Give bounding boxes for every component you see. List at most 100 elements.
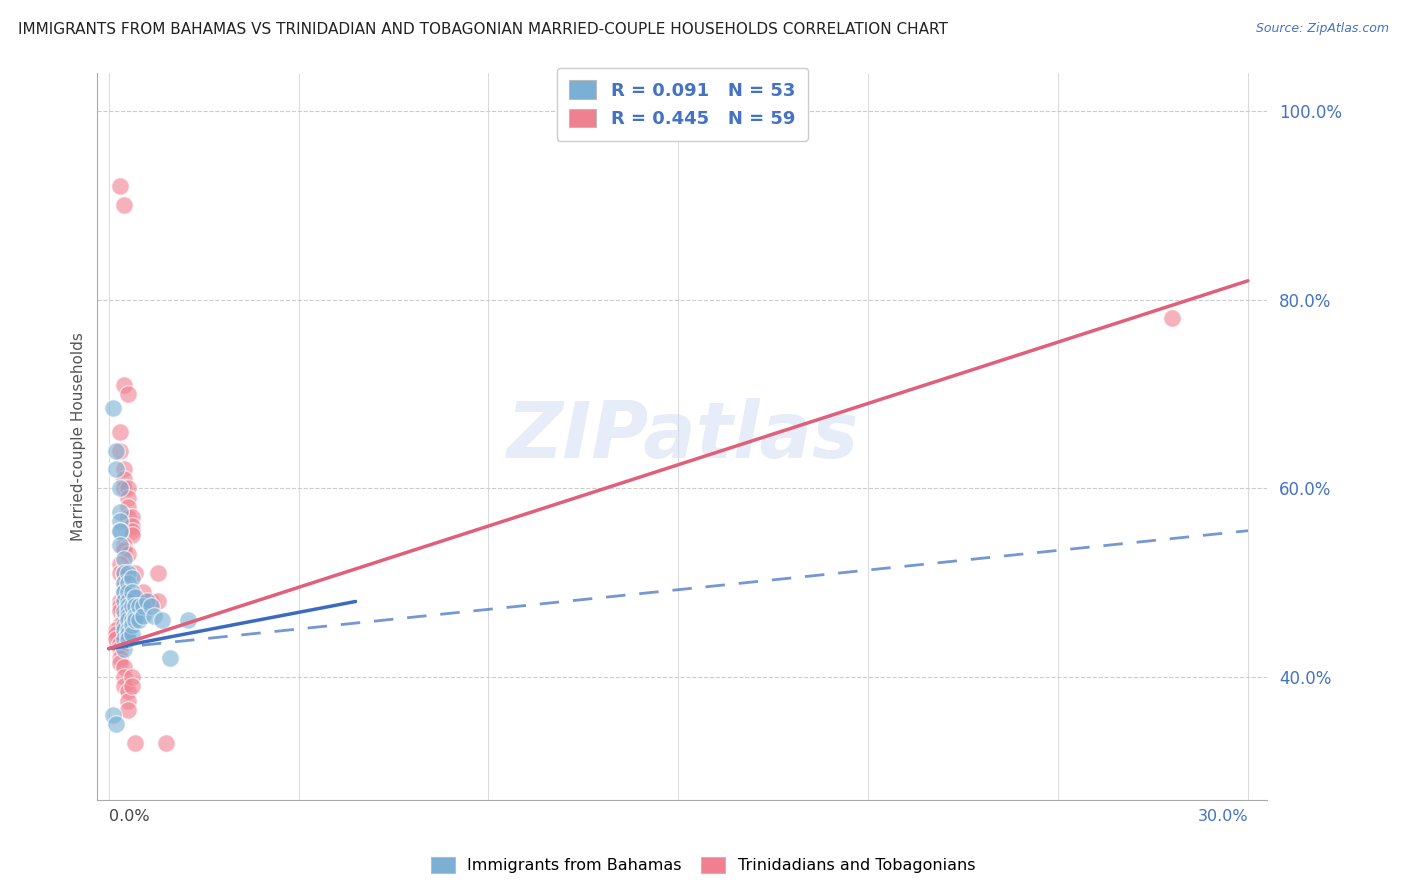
Point (108, 481, 131, 495)
Text: IMMIGRANTS FROM BAHAMAS VS TRINIDADIAN AND TOBAGONIAN MARRIED-COUPLE HOUSEHOLDS : IMMIGRANTS FROM BAHAMAS VS TRINIDADIAN A… (18, 22, 948, 37)
Text: 0.0%: 0.0% (108, 809, 149, 824)
Point (121, 509, 143, 524)
Point (112, 575, 135, 590)
Point (139, 594, 162, 608)
Point (121, 528, 143, 542)
Point (112, 632, 135, 647)
Point (128, 613, 150, 627)
Point (117, 387, 139, 401)
Point (105, 623, 128, 637)
Point (112, 604, 135, 618)
Point (108, 425, 131, 439)
Point (108, 524, 131, 538)
Point (121, 524, 143, 538)
Point (112, 585, 135, 599)
Point (112, 608, 135, 623)
Point (124, 599, 146, 614)
Point (124, 594, 146, 608)
Point (132, 599, 155, 614)
Point (117, 481, 139, 495)
Point (121, 679, 143, 693)
Point (112, 641, 135, 656)
Point (112, 679, 135, 693)
Point (112, 462, 135, 476)
Point (143, 608, 166, 623)
Point (121, 599, 143, 614)
Point (108, 524, 131, 538)
Point (121, 585, 143, 599)
Point (112, 670, 135, 684)
Point (117, 594, 139, 608)
Point (117, 684, 139, 698)
Point (146, 594, 169, 608)
Point (112, 481, 135, 495)
Point (117, 703, 139, 717)
Point (112, 594, 135, 608)
Point (105, 632, 128, 647)
Point (117, 608, 139, 623)
Point (121, 571, 143, 585)
Point (117, 509, 139, 524)
Point (112, 618, 135, 632)
Point (112, 566, 135, 581)
Point (155, 736, 177, 750)
Point (124, 590, 146, 604)
Point (105, 443, 128, 458)
Point (112, 566, 135, 581)
Point (112, 552, 135, 566)
Point (117, 632, 139, 647)
Point (117, 604, 139, 618)
Point (108, 505, 131, 519)
Point (117, 566, 139, 581)
Point (105, 627, 128, 641)
Point (117, 585, 139, 599)
Point (108, 641, 131, 656)
Point (108, 656, 131, 670)
Point (128, 599, 150, 614)
Point (159, 651, 181, 665)
Legend: Immigrants from Bahamas, Trinidadians and Tobagonians: Immigrants from Bahamas, Trinidadians an… (425, 850, 981, 880)
Point (117, 500, 139, 515)
Point (112, 660, 135, 674)
Point (1161, 311, 1184, 326)
Point (108, 557, 131, 571)
Point (112, 623, 135, 637)
Point (105, 717, 128, 731)
Point (124, 613, 146, 627)
Point (117, 693, 139, 707)
Point (117, 585, 139, 599)
Point (117, 623, 139, 637)
Point (108, 566, 131, 581)
Point (124, 736, 146, 750)
Point (121, 627, 143, 641)
Point (139, 599, 162, 614)
Point (121, 613, 143, 627)
Point (112, 575, 135, 590)
Point (105, 462, 128, 476)
Point (112, 198, 135, 212)
Point (108, 651, 131, 665)
Point (108, 618, 131, 632)
Point (112, 580, 135, 594)
Point (150, 613, 173, 627)
Point (121, 613, 143, 627)
Point (132, 585, 155, 599)
Point (135, 594, 157, 608)
Point (108, 538, 131, 552)
Point (108, 594, 131, 608)
Point (101, 707, 124, 722)
Point (121, 670, 143, 684)
Point (108, 179, 131, 194)
Point (117, 547, 139, 561)
Text: 30.0%: 30.0% (1198, 809, 1249, 824)
Point (132, 594, 155, 608)
Point (117, 491, 139, 505)
Point (121, 618, 143, 632)
Point (117, 599, 139, 614)
Point (146, 566, 169, 581)
Point (121, 519, 143, 533)
Point (117, 590, 139, 604)
Point (108, 637, 131, 651)
Point (112, 613, 135, 627)
Point (112, 377, 135, 392)
